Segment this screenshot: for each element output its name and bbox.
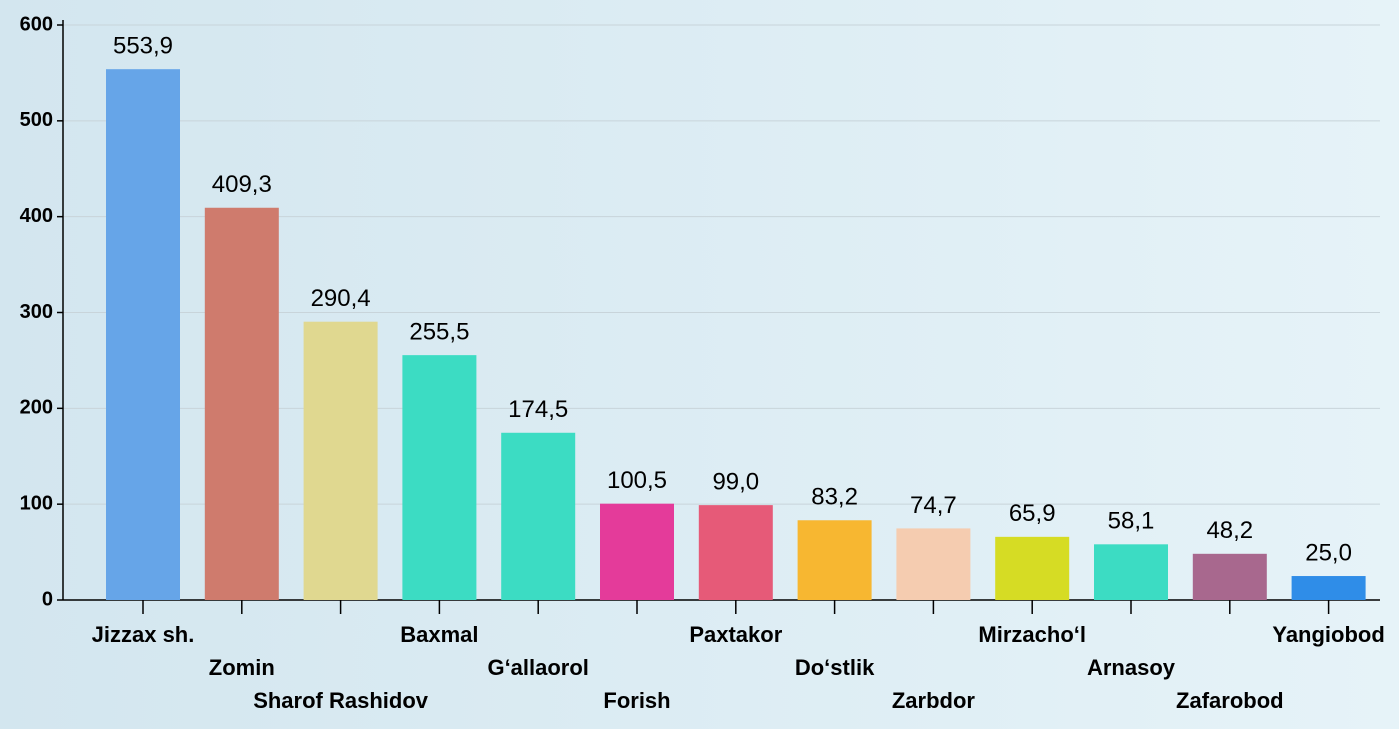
y-tick-label: 0: [42, 588, 53, 610]
bar: [1192, 553, 1267, 600]
x-tick-label: Zomin: [209, 655, 275, 680]
bar: [1094, 544, 1168, 600]
x-tick-label: Arnasoy: [1087, 655, 1176, 680]
x-tick-label: Paxtakor: [689, 622, 782, 647]
y-tick-label: 200: [20, 397, 53, 419]
bar: [797, 520, 872, 600]
bar: [402, 355, 477, 600]
value-label: 83,2: [811, 484, 858, 511]
x-tick-label: Yangiobod: [1272, 622, 1384, 647]
bar: [1291, 576, 1366, 600]
x-tick-label: Mirzacho‘l: [978, 622, 1086, 647]
y-tick-label: 300: [20, 301, 53, 323]
value-label: 290,4: [311, 285, 371, 312]
value-label: 174,5: [508, 396, 568, 423]
bar: [896, 528, 971, 600]
bar: [501, 432, 576, 600]
value-label: 25,0: [1305, 539, 1352, 566]
x-tick-label: Baxmal: [400, 622, 478, 647]
x-tick-label: Zafarobod: [1176, 688, 1284, 713]
bar: [303, 321, 378, 600]
y-tick-label: 400: [20, 205, 53, 227]
value-label: 48,2: [1206, 517, 1253, 544]
bar: [698, 505, 773, 600]
value-label: 100,5: [607, 467, 667, 494]
bar: [600, 503, 674, 600]
value-label: 65,9: [1009, 500, 1056, 527]
x-tick-label: Sharof Rashidov: [253, 688, 429, 713]
x-tick-label: Jizzax sh.: [92, 622, 195, 647]
value-label: 553,9: [113, 33, 173, 60]
value-label: 74,7: [910, 492, 957, 519]
y-tick-label: 600: [20, 13, 53, 35]
value-label: 255,5: [409, 318, 469, 345]
value-label: 58,1: [1108, 508, 1155, 535]
x-tick-label: G‘allaorol: [487, 655, 588, 680]
x-tick-label: Zarbdor: [892, 688, 976, 713]
bar: [204, 207, 279, 601]
x-tick-label: Do‘stlik: [795, 655, 875, 680]
bar: [995, 536, 1070, 600]
x-tick-label: Forish: [603, 688, 670, 713]
bar: [106, 69, 180, 600]
y-tick-label: 500: [20, 109, 53, 131]
value-label: 99,0: [712, 468, 759, 495]
value-label: 409,3: [212, 171, 272, 198]
y-tick-label: 100: [20, 492, 53, 514]
